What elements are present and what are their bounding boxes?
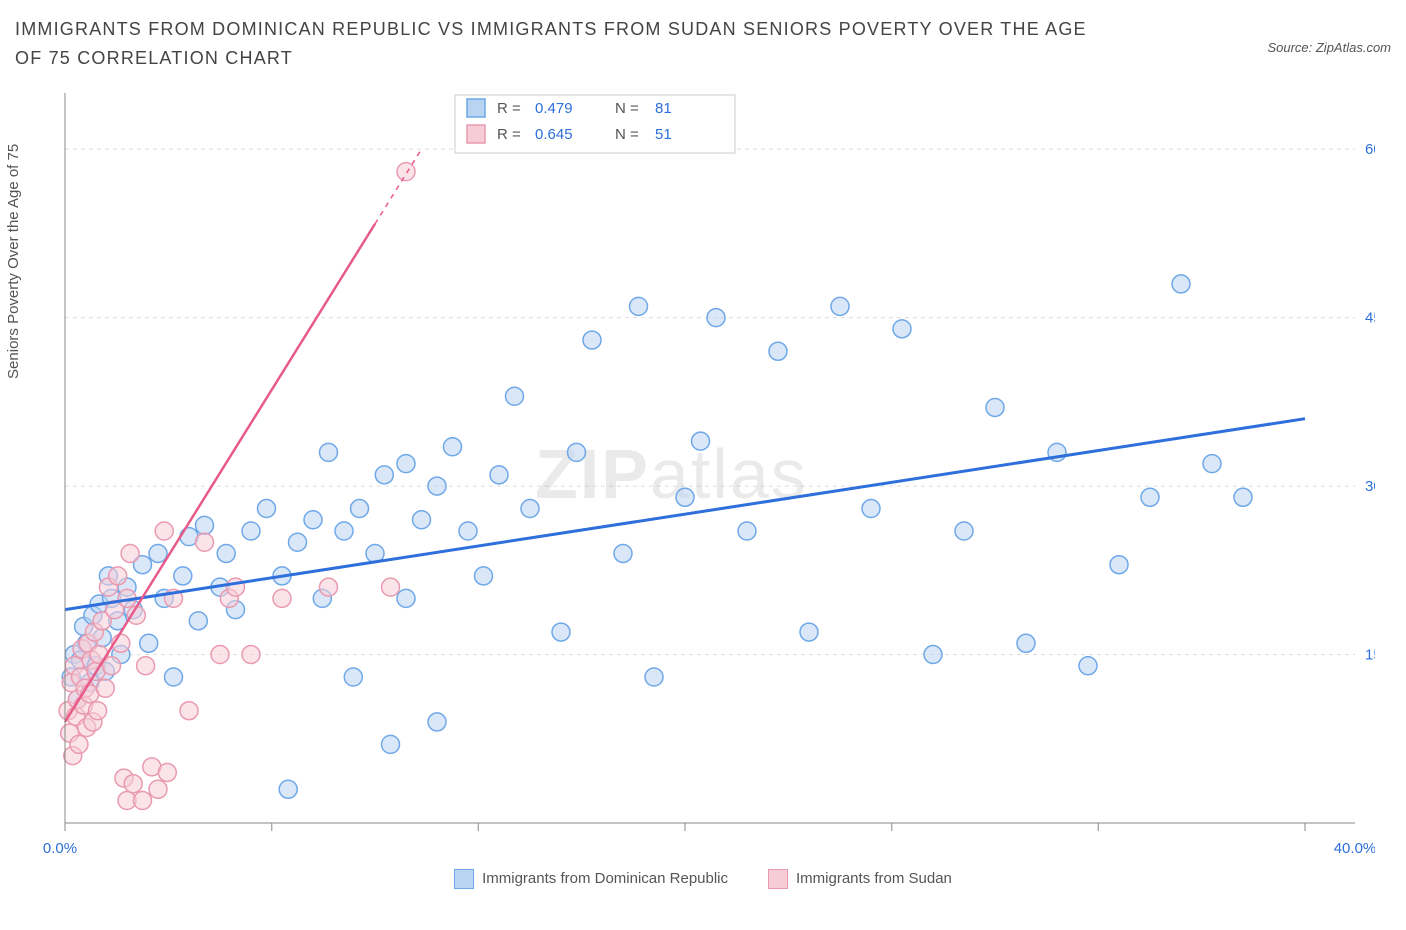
chart-title: IMMIGRANTS FROM DOMINICAN REPUBLIC VS IM…: [15, 15, 1115, 73]
legend-swatch: [768, 869, 788, 889]
svg-text:15.0%: 15.0%: [1365, 646, 1375, 663]
legend-swatch: [454, 869, 474, 889]
svg-text:30.0%: 30.0%: [1365, 478, 1375, 495]
legend-item: Immigrants from Dominican Republic: [454, 869, 728, 889]
legend-label: Immigrants from Sudan: [796, 870, 952, 887]
svg-text:R =: R =: [497, 100, 521, 117]
svg-text:0.645: 0.645: [535, 126, 573, 143]
svg-text:N =: N =: [615, 100, 639, 117]
bottom-legend: Immigrants from Dominican Republic Immigr…: [15, 869, 1391, 889]
svg-text:R =: R =: [497, 126, 521, 143]
legend-label: Immigrants from Dominican Republic: [482, 870, 728, 887]
svg-text:N =: N =: [615, 126, 639, 143]
source-label: Source: ZipAtlas.com: [1267, 15, 1391, 55]
scatter-chart: 15.0%30.0%45.0%60.0%ZIPatlas0.0%40.0%R =…: [15, 83, 1375, 863]
svg-text:40.0%: 40.0%: [1334, 840, 1375, 857]
svg-text:60.0%: 60.0%: [1365, 141, 1375, 158]
legend-item: Immigrants from Sudan: [768, 869, 952, 889]
svg-text:0.479: 0.479: [535, 100, 573, 117]
svg-text:81: 81: [655, 100, 672, 117]
y-axis-label: Seniors Poverty Over the Age of 75: [5, 143, 22, 378]
svg-text:0.0%: 0.0%: [43, 840, 77, 857]
svg-text:45.0%: 45.0%: [1365, 309, 1375, 326]
svg-text:51: 51: [655, 126, 672, 143]
